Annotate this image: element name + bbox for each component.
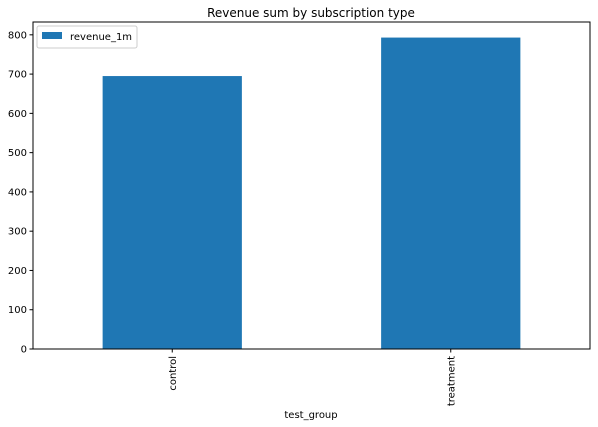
bar-control <box>102 76 242 349</box>
chart-title: Revenue sum by subscription type <box>207 6 415 20</box>
y-tick-label: 500 <box>8 148 27 159</box>
bar-treatment <box>381 37 521 349</box>
y-tick-label: 800 <box>8 30 27 41</box>
legend: revenue_1m <box>36 25 138 49</box>
x-axis-label: test_group <box>284 410 337 421</box>
y-tick-label: 700 <box>8 70 27 81</box>
x-tick-label: treatment <box>446 356 457 406</box>
x-tick-label: control <box>168 356 179 391</box>
y-tick-label: 300 <box>8 227 27 238</box>
x-axis: control treatment <box>168 349 457 406</box>
y-tick-label: 0 <box>21 345 27 356</box>
y-axis: 0 100 200 300 400 500 600 700 800 <box>8 30 33 356</box>
y-tick-label: 200 <box>8 266 27 277</box>
legend-box <box>36 25 138 49</box>
bars-group <box>102 37 521 349</box>
y-tick-label: 400 <box>8 187 27 198</box>
y-tick-label: 600 <box>8 109 27 120</box>
legend-swatch <box>42 32 62 39</box>
plot-frame <box>32 21 591 350</box>
legend-label: revenue_1m <box>70 32 132 43</box>
y-tick-label: 100 <box>8 305 27 316</box>
